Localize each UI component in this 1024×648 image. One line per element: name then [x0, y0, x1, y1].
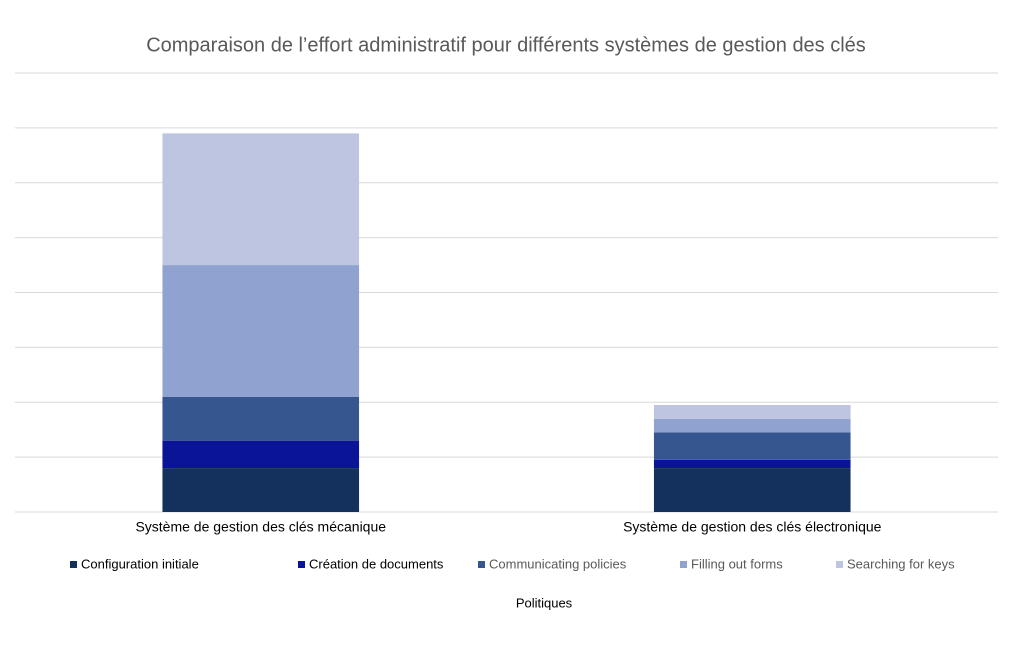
bar-segment [653, 418, 851, 433]
bar-segment [162, 265, 360, 397]
legend-label: Filling out forms [691, 556, 783, 571]
bar-segment [162, 133, 360, 266]
legend-label: Création de documents [309, 556, 444, 571]
legend-swatch [70, 561, 77, 568]
legend-label: Communicating policies [489, 556, 627, 571]
legend-swatch [836, 561, 843, 568]
bar-segment [653, 468, 851, 512]
bar-segment [653, 459, 851, 469]
legend-swatch [478, 561, 485, 568]
bar-segment [653, 404, 851, 419]
x-tick-label: Système de gestion des clés électronique [623, 519, 882, 535]
chart-title: Comparaison de l’effort administratif po… [146, 34, 866, 56]
x-axis-label: Politiques [516, 595, 573, 610]
bar-segment [162, 396, 360, 441]
legend-label: Configuration initiale [81, 556, 199, 571]
bar-segment [162, 440, 360, 469]
legend-swatch [680, 561, 687, 568]
legend-label: Searching for keys [847, 556, 955, 571]
legend-swatch [298, 561, 305, 568]
bar-segment [653, 432, 851, 460]
x-tick-label: Système de gestion des clés mécanique [135, 519, 386, 535]
bar-segment [162, 468, 360, 512]
